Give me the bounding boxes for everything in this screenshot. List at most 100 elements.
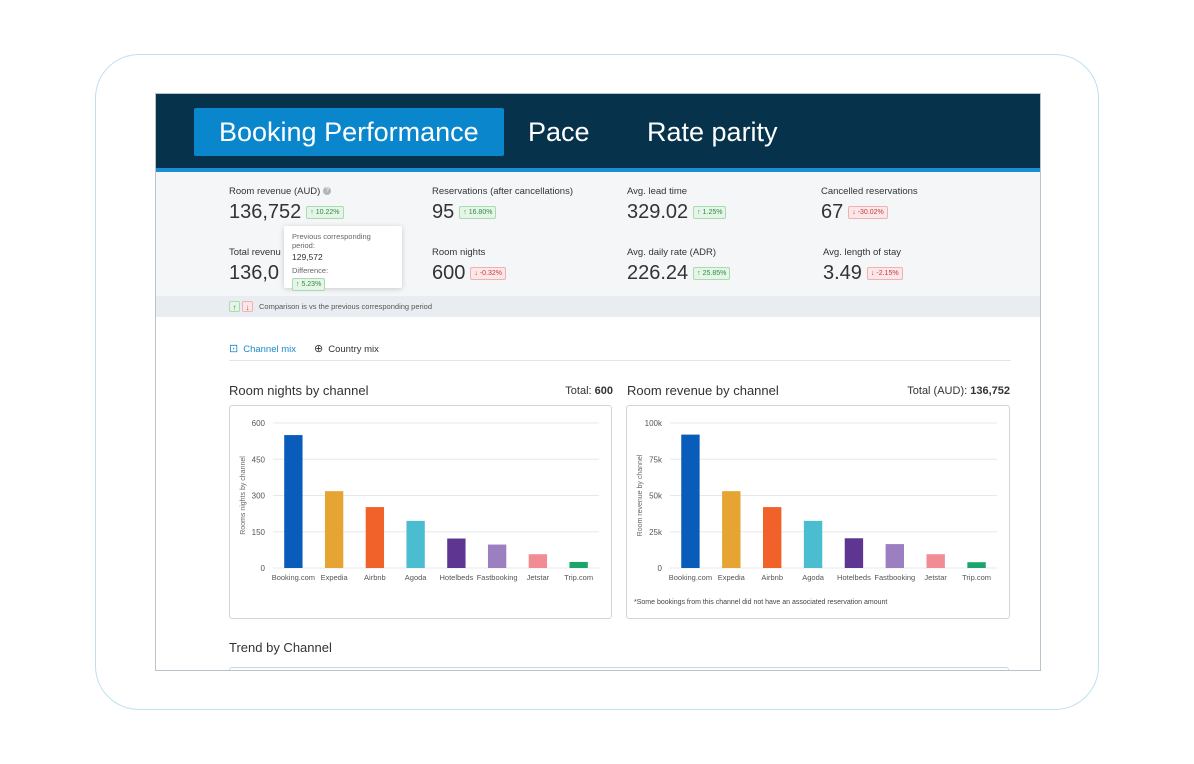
kpi-value: 95 <box>432 201 455 223</box>
globe-icon: ⊕ <box>314 343 324 355</box>
tooltip-period-label: Previous corresponding period: <box>292 232 371 250</box>
x-tick-label: Airbnb <box>364 573 386 582</box>
y-tick-label: 50k <box>649 492 663 501</box>
x-tick-label: Hotelbeds <box>837 573 871 582</box>
bar-expedia <box>722 491 741 568</box>
tab-pace[interactable]: Pace <box>528 117 590 147</box>
bar-airbnb <box>762 507 782 568</box>
bar-jetstar <box>528 554 548 568</box>
y-tick-label: 0 <box>658 564 663 573</box>
nights-chart-total: Total: 600 <box>565 385 613 397</box>
app-window: Booking Performance Pace Rate parity Roo… <box>155 93 1041 671</box>
x-tick-label: Agoda <box>405 573 428 582</box>
kpi-label: Cancelled reservations <box>821 186 918 197</box>
tab-channel-mix[interactable]: ⊡ Channel mix <box>229 343 297 355</box>
nights-chart-svg: 0 150 300 450 600 Rooms nights by channel Book… <box>240 419 599 582</box>
revenue-chart: 0 25k 50k 75k 100k Room revenue by channel Boo… <box>626 405 1010 619</box>
revenue-chart-title: Room revenue by channel <box>627 383 779 398</box>
x-tick-label: Fastbooking <box>477 573 518 582</box>
revenue-chart-footnote: *Some bookings from this channel did not… <box>634 599 887 606</box>
change-badge: ↑ 16.80% <box>459 206 497 219</box>
tab-rate-parity[interactable]: Rate parity <box>647 117 778 147</box>
kpi-value: 136,0 <box>229 262 280 284</box>
trend-chart <box>229 667 1009 670</box>
y-axis-label: Rooms nights by channel <box>240 456 247 535</box>
comparison-text: Comparison is vs the previous correspond… <box>259 302 433 311</box>
channel-icon: ⊡ <box>229 343 239 355</box>
tab-country-mix[interactable]: ⊕ Country mix <box>314 343 379 355</box>
y-axis-label: Room revenue by channel <box>637 454 644 536</box>
kpi-avg-lead-time: Avg. lead time 329.02 ↑ 1.25% <box>627 186 827 224</box>
kpi-value: 329.02 <box>627 201 689 223</box>
change-badge: ↓ -0.32% <box>470 267 507 280</box>
kpi-label: Reservations (after cancellations) <box>432 186 573 197</box>
x-tick-label: Airbnb <box>761 573 783 582</box>
x-tick-label: Expedia <box>321 573 349 582</box>
comparison-note: ↑ ↓ Comparison is vs the previous corres… <box>156 296 1040 317</box>
x-tick-label: Trip.com <box>564 573 593 582</box>
tooltip-difference-badge: ↑ 5.23% <box>292 278 326 292</box>
revenue-chart-total: Total (AUD): 136,752 <box>907 385 1010 397</box>
trend-title: Trend by Channel <box>229 640 332 655</box>
bar-trip-com <box>967 562 986 568</box>
change-badge: ↓ -30.02% <box>848 206 888 219</box>
bar-hotelbeds <box>844 538 864 568</box>
tooltip-difference-label: Difference: <box>292 266 329 275</box>
kpi-label: Room nights <box>432 247 486 258</box>
bar-agoda <box>803 520 823 568</box>
y-tick-label: 150 <box>252 528 266 537</box>
nights-chart: 0 150 300 450 600 Rooms nights by channel Book… <box>229 405 612 619</box>
mix-tabs: ⊡ Channel mix ⊕ Country mix <box>229 334 1011 361</box>
tooltip-period-value: 129,572 <box>292 252 323 262</box>
bar-airbnb <box>365 507 385 568</box>
bar-fastbooking <box>487 544 507 568</box>
top-nav: Booking Performance Pace Rate parity <box>156 94 1040 172</box>
kpi-label: Total revenu <box>229 247 281 258</box>
kpi-label: Room revenue (AUD) <box>229 186 321 197</box>
y-tick-label: 600 <box>252 419 266 428</box>
kpi-adr: Avg. daily rate (ADR) 226.24 ↑ 25.85% <box>627 247 827 285</box>
kpi-room-revenue: Room revenue (AUD)? 136,752 ↑ 10.22% <box>229 186 429 224</box>
kpi-total-revenue: Total revenu 136,0 <box>229 247 429 285</box>
kpi-label: Avg. daily rate (ADR) <box>627 247 717 258</box>
info-icon[interactable]: ? <box>323 187 332 196</box>
bar-jetstar <box>926 554 945 568</box>
bar-hotelbeds <box>447 538 466 568</box>
x-tick-label: Hotelbeds <box>439 573 473 582</box>
kpi-value: 226.24 <box>627 262 689 284</box>
y-tick-label: 75k <box>649 455 663 464</box>
kpi-value: 3.49 <box>823 262 862 284</box>
arrow-up-icon: ↑ <box>229 301 240 312</box>
x-tick-label: Trip.com <box>962 573 991 582</box>
x-tick-label: Booking.com <box>272 573 315 582</box>
bar-expedia <box>324 491 344 568</box>
bar-fastbooking <box>885 544 905 568</box>
nights-chart-title: Room nights by channel <box>229 383 369 398</box>
y-tick-label: 0 <box>261 564 266 573</box>
revenue-chart-svg: 0 25k 50k 75k 100k Room revenue by channel Boo… <box>634 419 997 606</box>
y-tick-label: 100k <box>645 419 663 428</box>
change-badge: ↓ -2.15% <box>866 267 903 280</box>
change-badge: ↑ 25.85% <box>693 267 731 280</box>
kpi-value: 136,752 <box>229 201 302 223</box>
y-tick-label: 25k <box>649 528 663 537</box>
x-tick-label: Fastbooking <box>874 573 915 582</box>
x-tick-label: Jetstar <box>924 573 947 582</box>
bar-booking-com <box>284 435 303 568</box>
bar-booking-com <box>681 434 700 568</box>
kpi-cancelled: Cancelled reservations 67 ↓ -30.02% <box>821 186 1021 224</box>
bar-agoda <box>406 520 425 568</box>
kpi-value: 67 <box>821 201 844 223</box>
bar-trip-com <box>569 561 588 568</box>
y-tick-label: 450 <box>252 455 266 464</box>
y-tick-label: 300 <box>252 492 266 501</box>
tooltip: Previous corresponding period: 129,572 D… <box>284 226 402 292</box>
kpi-room-nights: Room nights 600 ↓ -0.32% <box>432 247 632 285</box>
change-badge: ↑ 1.25% <box>693 206 727 219</box>
tab-booking-performance[interactable]: Booking Performance <box>194 108 504 156</box>
x-tick-label: Booking.com <box>669 573 712 582</box>
arrow-down-icon: ↓ <box>242 301 253 312</box>
kpi-label: Avg. length of stay <box>823 247 901 258</box>
kpi-length-of-stay: Avg. length of stay 3.49 ↓ -2.15% <box>823 247 1023 285</box>
kpi-value: 600 <box>432 262 466 284</box>
